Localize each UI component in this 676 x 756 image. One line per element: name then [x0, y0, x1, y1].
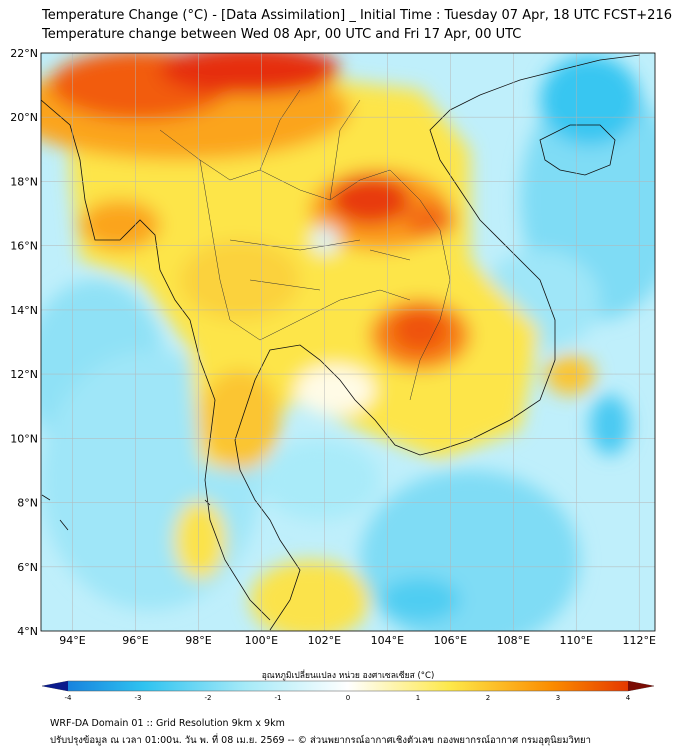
- colorbar-tick-label: 2: [486, 694, 490, 700]
- longitude-label: 106°E: [434, 634, 467, 647]
- plot-frame: [40, 52, 656, 632]
- longitude-label: 104°E: [371, 634, 404, 647]
- latitude-label: 10°N: [10, 432, 38, 445]
- colorbar-tick-label: 0: [346, 694, 350, 700]
- colorbar-tick-label: 3: [556, 694, 560, 700]
- coast-east: [234, 54, 641, 631]
- hot-zone-north: [160, 53, 340, 95]
- colorbar-tick-label: 1: [416, 694, 420, 700]
- colorbar: [41, 680, 655, 692]
- cool-spot-south: [380, 578, 460, 622]
- longitude-label: 102°E: [308, 634, 341, 647]
- latitude-label: 6°N: [17, 561, 38, 574]
- colorbar-tick-label: -3: [135, 694, 142, 700]
- longitude-label: 112°E: [623, 634, 656, 647]
- colorbar-label: อุณหภูมิเปลี่ยนแปลง หน่วย องศาเซลเซียส (…: [262, 669, 435, 681]
- warm-zone-peninsula: [250, 560, 370, 631]
- warm-zone-west-thailand: [200, 370, 280, 470]
- cool-zone-gulf: [260, 440, 380, 520]
- hot-spot-laos: [330, 175, 410, 225]
- colorbar-tick-label: -4: [65, 694, 73, 700]
- colorbar-tick-label: -1: [275, 694, 282, 700]
- warm-zone-myanmar: [80, 200, 160, 250]
- latitude-labels: 22°N 20°N 18°N 16°N 14°N 12°N 10°N 8°N 6°N 4°N: [10, 47, 38, 638]
- coast-west: [41, 99, 271, 621]
- warm-zone-south-west: [174, 500, 226, 580]
- longitude-label: 94°E: [59, 634, 85, 647]
- cool-spot-east: [590, 395, 630, 455]
- latitude-label: 14°N: [10, 304, 38, 317]
- temperature-field: [41, 53, 655, 631]
- colorbar-tick-label: -2: [205, 694, 212, 700]
- longitude-label: 96°E: [122, 634, 148, 647]
- latitude-label: 16°N: [10, 240, 38, 253]
- temperature-change-map: 22°N 20°N 18°N 16°N 14°N 12°N 10°N 8°N 6°N 4°N 94…: [10, 47, 656, 700]
- model-info: WRF-DA Domain 01 :: Grid Resolution 9km …: [50, 718, 285, 729]
- colorbar-tick-label: 4: [626, 694, 631, 700]
- warm-zone-thailand: [180, 240, 300, 320]
- colorbar-ticks: -4 -3 -2 -1 0 1 2 3 4: [65, 694, 631, 700]
- longitude-label: 110°E: [560, 634, 593, 647]
- colorbar-low-extension: [42, 681, 68, 691]
- colorbar-bar: [41, 680, 655, 692]
- latitude-label: 4°N: [17, 625, 38, 638]
- longitude-label: 108°E: [497, 634, 530, 647]
- latitude-label: 20°N: [10, 111, 38, 124]
- warm-zone-mainland: [70, 70, 540, 470]
- cool-spot-hainan: [540, 55, 640, 145]
- map-title: Temperature Change (°C) - [Data Assimila…: [42, 8, 672, 23]
- longitude-label: 98°E: [185, 634, 211, 647]
- longitude-label: 100°E: [245, 634, 278, 647]
- border-thai: [199, 159, 411, 341]
- hot-spot-laos-east: [405, 202, 455, 238]
- border-north: [259, 89, 361, 201]
- hot-spot-cambodia: [392, 308, 448, 352]
- border-main: [159, 129, 451, 401]
- colorbar-high-extension: [628, 681, 654, 691]
- longitude-labels: 94°E 96°E 98°E 100°E 102°E 104°E 106°E 108°E 110…: [59, 634, 656, 647]
- warm-spot-east: [545, 355, 595, 395]
- latitude-label: 12°N: [10, 368, 38, 381]
- coastlines: [41, 54, 641, 631]
- latitude-label: 8°N: [17, 497, 38, 510]
- update-credit: ปรับปรุงข้อมูล ณ เวลา 01:00น. วัน พ. ที่…: [50, 735, 591, 746]
- coast-hainan: [539, 124, 616, 176]
- neutral-zone-gulf: [295, 365, 375, 415]
- map-subtitle: Temperature change between Wed 08 Apr, 0…: [42, 27, 522, 42]
- cool-zone-gulf-south: [360, 470, 580, 631]
- cool-spot-thailand: [311, 226, 339, 254]
- graticule: [41, 53, 655, 631]
- latitude-label: 18°N: [10, 175, 38, 188]
- borders: [159, 89, 451, 401]
- latitude-label: 22°N: [10, 47, 38, 60]
